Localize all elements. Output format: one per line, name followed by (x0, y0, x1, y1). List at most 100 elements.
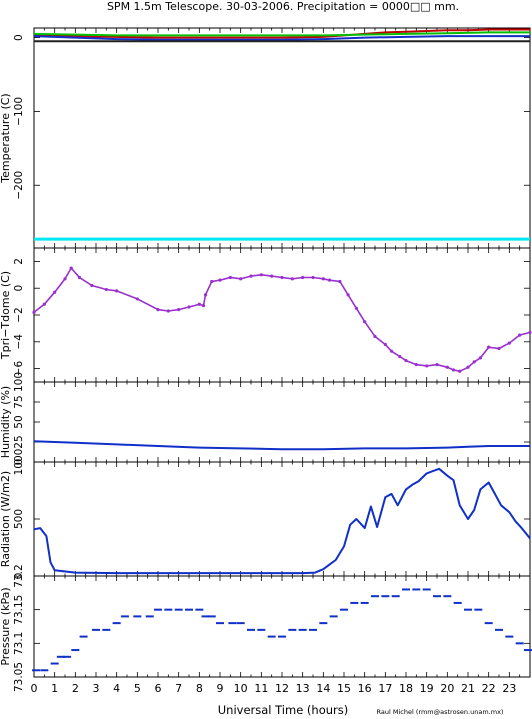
data-point (267, 635, 276, 638)
x-tick-label: 5 (134, 682, 141, 695)
x-tick-label: 4 (113, 682, 120, 695)
y-tick-label: 50 (13, 415, 25, 428)
data-point (433, 595, 441, 598)
panel-frame (33, 575, 531, 678)
data-point (50, 662, 59, 665)
x-tick-label: 21 (461, 682, 475, 695)
data-point (207, 615, 216, 618)
data-point (154, 608, 162, 611)
y-tick-label: −200 (13, 171, 25, 200)
data-point (484, 622, 493, 625)
y-tick-label: 1000 (13, 449, 25, 476)
x-tick-label: 12 (275, 682, 289, 695)
data-point (185, 608, 193, 611)
data-point (63, 655, 72, 658)
data-point (515, 642, 524, 645)
x-tick-label: 0 (31, 682, 38, 695)
y-tick-label: 100 (13, 372, 25, 392)
panel-frame (33, 27, 531, 249)
y-tick-label: 2 (13, 258, 25, 265)
data-point (360, 601, 369, 604)
data-point (201, 615, 210, 618)
y-tick-label: 0 (13, 573, 25, 580)
y-tick-label: 25 (13, 435, 25, 448)
x-tick-label: 7 (175, 682, 182, 695)
y-tick-label: 73.15 (13, 595, 25, 625)
data-point (350, 601, 359, 604)
data-point (505, 635, 514, 638)
data-point (79, 635, 88, 638)
y-tick-label: −2 (13, 307, 25, 322)
data-point (319, 622, 328, 625)
y-axis-label: Pressure (kPa) (0, 587, 12, 665)
x-tick-label: 13 (296, 682, 310, 695)
y-tick-label: 0 (13, 285, 25, 292)
y-axis-label: Temperature (C) (0, 93, 12, 183)
data-point (228, 622, 237, 625)
y-axis-label: Humidity (%) (0, 386, 12, 458)
data-point (164, 608, 173, 611)
data-point (412, 588, 421, 591)
x-tick-label: 9 (217, 682, 224, 695)
data-point (195, 608, 204, 611)
series-line-green (33, 31, 530, 37)
x-tick-label: 22 (482, 682, 496, 695)
data-point (329, 615, 338, 618)
data-point (216, 622, 224, 625)
data-point (288, 628, 297, 631)
y-tick-label: 500 (13, 509, 25, 529)
data-point (443, 595, 452, 598)
chart-title: SPM 1.5m Telescope. 30-03-2006. Precipit… (107, 0, 459, 13)
data-point (381, 595, 390, 598)
data-point (402, 588, 410, 591)
data-point (495, 628, 503, 631)
x-tick-label: 18 (399, 682, 413, 695)
x-tick-label: 16 (358, 682, 372, 695)
x-tick-label: 3 (93, 682, 100, 695)
data-point (371, 595, 379, 598)
y-tick-label: −100 (13, 97, 25, 126)
y-axis-label: Tpri−Tdome (C) (0, 271, 12, 360)
data-point (92, 628, 100, 631)
data-point (102, 628, 111, 631)
data-point (278, 635, 286, 638)
x-tick-label: 15 (337, 682, 351, 695)
series-line-blue (33, 35, 530, 41)
x-tick-label: 23 (502, 682, 516, 695)
x-tick-label: 20 (440, 682, 454, 695)
y-tick-label: 0 (13, 459, 25, 466)
x-tick-label: 11 (254, 682, 268, 695)
x-axis-label: Universal Time (hours) (218, 703, 349, 717)
data-point (133, 615, 142, 618)
y-tick-label: 73.2 (13, 564, 25, 587)
y-tick-label: 73.05 (13, 662, 25, 692)
data-point (523, 649, 532, 652)
x-tick-label: 2 (72, 682, 79, 695)
data-point (474, 608, 483, 611)
x-tick-label: 10 (234, 682, 248, 695)
panel-frame (33, 247, 531, 383)
data-point (174, 608, 183, 611)
data-point (257, 628, 266, 631)
data-point (247, 628, 255, 631)
x-tick-labels: 0 1 2 3 4 5 6 7 8 9 10 11 12 13 14 15 16 17 18 19 20 21 22 23 (31, 682, 517, 695)
data-point (56, 655, 65, 658)
data-point (236, 622, 245, 625)
y-tick-label: 73.1 (13, 632, 25, 655)
data-point (120, 615, 129, 618)
data-point (464, 608, 472, 611)
y-tick-label: −4 (13, 334, 25, 350)
series-trace (33, 266, 531, 373)
data-point (422, 588, 431, 591)
y-axis-label: Radiation (W/m2) (0, 471, 12, 567)
data-point (340, 608, 348, 611)
x-tick-label: 14 (316, 682, 330, 695)
y-tick-label: −6 (13, 361, 25, 377)
x-tick-label: 6 (155, 682, 162, 695)
